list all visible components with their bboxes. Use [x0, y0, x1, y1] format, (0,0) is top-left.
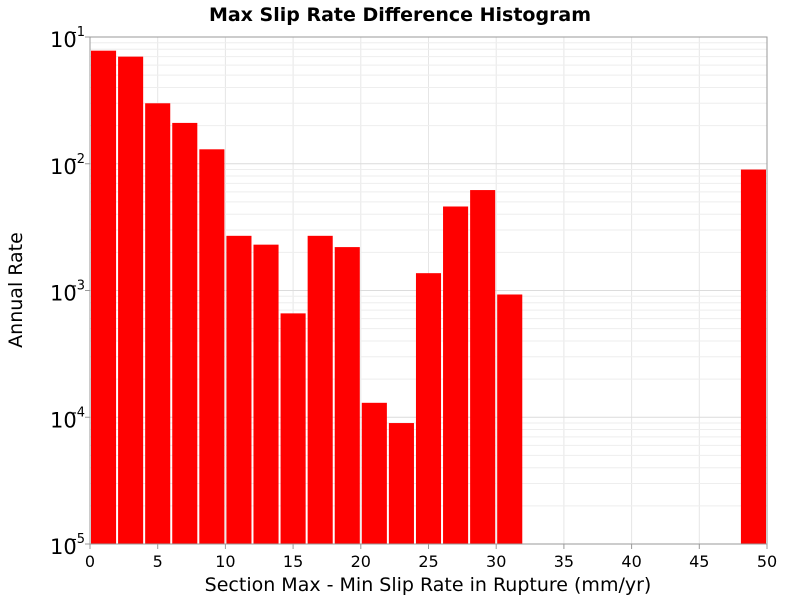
- x-tick-label: 30: [486, 552, 506, 571]
- bar: [172, 122, 198, 545]
- x-tick-label: 35: [554, 552, 574, 571]
- chart-title: Max Slip Rate Difference Histogram: [209, 4, 591, 26]
- bar: [307, 235, 333, 544]
- bar: [497, 294, 523, 544]
- y-tick-label: 10: [50, 408, 77, 432]
- bar: [91, 50, 117, 545]
- y-tick-label: 10: [50, 282, 77, 306]
- y-tick-label: 10: [50, 535, 77, 559]
- bar: [253, 244, 279, 544]
- x-tick-label: 0: [85, 552, 95, 571]
- bar: [470, 190, 496, 545]
- bar: [118, 56, 144, 545]
- x-tick-label: 45: [689, 552, 709, 571]
- y-axis: 10-510-410-310-210-1: [50, 25, 90, 559]
- y-tick-exponent: -5: [72, 532, 85, 547]
- x-tick-label: 5: [153, 552, 163, 571]
- x-tick-label: 50: [757, 552, 777, 571]
- bar: [226, 235, 252, 544]
- bar: [280, 313, 306, 544]
- bar: [388, 423, 414, 544]
- bar: [361, 402, 387, 544]
- x-tick-label: 10: [215, 552, 235, 571]
- bar: [199, 149, 225, 544]
- bars: [91, 50, 766, 545]
- x-axis: 0 5 10 15 20 25 30 35 40 45 50: [85, 544, 777, 571]
- y-tick-exponent: -1: [72, 25, 85, 40]
- x-tick-label: 15: [283, 552, 303, 571]
- bar: [740, 169, 766, 545]
- bar: [334, 247, 360, 544]
- y-tick-label: 10: [50, 28, 77, 52]
- bar: [443, 206, 469, 545]
- x-tick-label: 40: [621, 552, 641, 571]
- bar: [145, 103, 171, 545]
- y-tick-label: 10: [50, 155, 77, 179]
- x-axis-label: Section Max - Min Slip Rate in Rupture (…: [205, 574, 652, 596]
- y-tick-exponent: -2: [72, 152, 85, 167]
- x-tick-label: 25: [418, 552, 438, 571]
- bar: [415, 273, 442, 544]
- y-tick-exponent: -3: [72, 279, 85, 294]
- x-tick-label: 20: [351, 552, 371, 571]
- y-axis-label: Annual Rate: [5, 232, 27, 348]
- y-tick-exponent: -4: [72, 405, 85, 420]
